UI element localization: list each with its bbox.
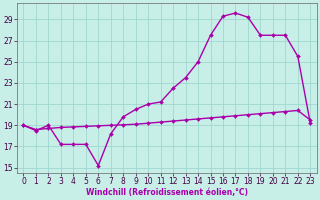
X-axis label: Windchill (Refroidissement éolien,°C): Windchill (Refroidissement éolien,°C) (86, 188, 248, 197)
